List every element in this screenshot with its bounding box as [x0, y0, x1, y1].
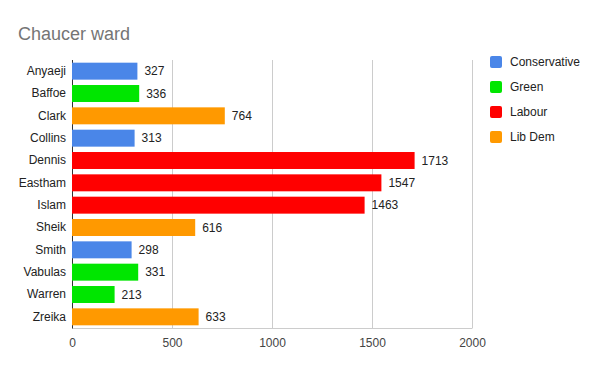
bar: [72, 219, 195, 236]
x-tick: 1500: [359, 328, 386, 350]
data-label: 616: [202, 221, 222, 235]
title: Chaucer ward: [18, 24, 130, 44]
y-tick-label: Baffoe: [32, 86, 67, 100]
y-tick-label: Warren: [27, 287, 66, 301]
bar: [72, 286, 115, 303]
data-label: 298: [139, 243, 159, 257]
y-tick: Zreika: [33, 310, 72, 324]
grid-line: [372, 60, 373, 328]
bar: [72, 308, 199, 325]
bar: [72, 63, 137, 80]
data-label: 1547: [388, 176, 415, 190]
data-labels: 327 313 298 336 331213 1713 1547 1463 764 616 633: [122, 64, 449, 324]
y-tick: Warren: [27, 287, 72, 301]
bar: [72, 174, 381, 191]
data-label: 336: [146, 87, 166, 101]
data-label: 327: [144, 64, 164, 78]
x-tick-label: 500: [162, 336, 182, 350]
legend-entry: Labour: [490, 105, 547, 119]
bar: [72, 85, 139, 102]
bar: [72, 241, 132, 258]
grid: [72, 60, 472, 328]
y-tick: Collins: [30, 131, 72, 145]
y-tick-label: Smith: [35, 243, 66, 257]
grid-line: [272, 60, 273, 328]
x-tick: 2000: [459, 328, 486, 350]
y-tick-label: Dennis: [29, 153, 66, 167]
bar: [72, 130, 135, 147]
y-tick-label: Collins: [30, 131, 66, 145]
legend-entry: Green: [490, 80, 543, 94]
x-tick: 0: [69, 328, 76, 350]
y-tick: Vabulas: [24, 265, 72, 279]
chart: Chaucer ward 0 500 1000 1500 2000 Anyaeji Baffo…: [0, 0, 600, 371]
bar: [72, 197, 365, 214]
y-tick-label: Clark: [38, 109, 67, 123]
x-tick: 500: [162, 328, 182, 350]
data-label: 331: [145, 265, 165, 279]
legend-entry: Lib Dem: [490, 130, 555, 144]
y-tick: Dennis: [29, 153, 72, 167]
bar: [72, 107, 225, 124]
x-axis-line: [73, 328, 473, 329]
y-tick: Islam: [37, 198, 72, 212]
data-label: 764: [232, 109, 252, 123]
data-label: 633: [206, 310, 226, 324]
y-tick-label: Sheik: [36, 220, 67, 234]
y-tick-label: Vabulas: [24, 265, 66, 279]
legend-label: Conservative: [510, 55, 580, 69]
grid-line: [472, 60, 473, 328]
y-tick-label: Anyaeji: [27, 64, 66, 78]
legend-swatch: [490, 131, 502, 143]
bar: [72, 264, 138, 281]
legend-label: Green: [510, 80, 543, 94]
y-tick: Clark: [38, 109, 72, 123]
y-tick: Anyaeji: [27, 64, 72, 78]
legend-swatch: [490, 106, 502, 118]
y-tick: Eastham: [19, 176, 72, 190]
y-tick: Sheik: [36, 220, 72, 234]
plot: 0 500 1000 1500 2000 Anyaeji Baffoe Clark Collin…: [19, 60, 487, 350]
legend-swatch: [490, 81, 502, 93]
bars: [72, 63, 415, 326]
legend-swatch: [490, 56, 502, 68]
legend: Conservative Green Labour Lib Dem: [490, 55, 580, 144]
y-tick: Smith: [35, 243, 72, 257]
y-tick-label: Islam: [37, 198, 66, 212]
background: [0, 0, 600, 371]
x-tick: 1000: [259, 328, 286, 350]
data-label: 313: [142, 131, 162, 145]
data-label: 1713: [422, 154, 449, 168]
x-tick-label: 0: [69, 336, 76, 350]
y-tick-label: Eastham: [19, 176, 66, 190]
data-label: 213: [122, 288, 142, 302]
grid-line: [172, 60, 173, 328]
y-tick-label: Zreika: [33, 310, 67, 324]
y-axis: Anyaeji Baffoe Clark Collins Dennis Eastham Is…: [19, 61, 73, 329]
x-tick-label: 1000: [259, 336, 286, 350]
legend-label: Lib Dem: [510, 130, 555, 144]
bar: [72, 152, 415, 169]
x-axis: 0 500 1000 1500 2000: [69, 328, 486, 350]
data-label: 1463: [372, 198, 399, 212]
x-tick-label: 2000: [459, 336, 486, 350]
legend-label: Labour: [510, 105, 547, 119]
x-tick-label: 1500: [359, 336, 386, 350]
y-tick: Baffoe: [32, 86, 72, 100]
legend-entry: Conservative: [490, 55, 580, 69]
